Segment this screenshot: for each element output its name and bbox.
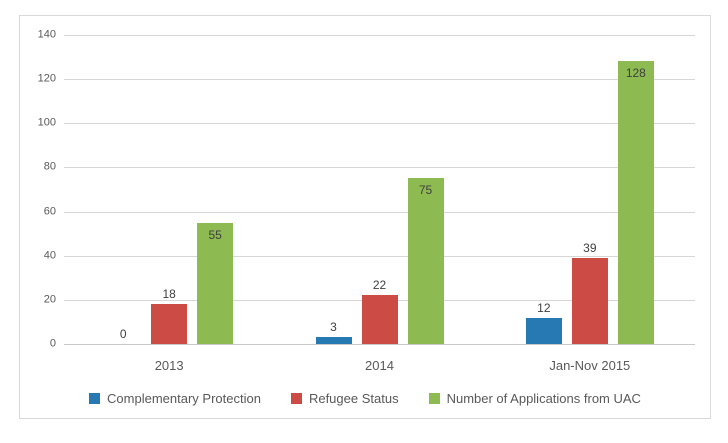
bar-label-number-of-applications-from-uac-2014: 75	[418, 183, 433, 197]
bar-label-complementary-protection-2013: 0	[119, 327, 127, 341]
y-tick-label-40: 40	[43, 249, 56, 262]
y-tick-label-120: 120	[37, 72, 56, 85]
bar-label-refugee-status-jan-nov-2015: 39	[583, 241, 597, 255]
y-tick-label-0: 0	[49, 337, 56, 350]
y-tick-label-60: 60	[43, 205, 56, 218]
bar-number-of-applications-from-uac-2014	[407, 178, 444, 344]
gridline-140	[64, 35, 695, 36]
y-tick-label-20: 20	[43, 293, 56, 306]
bar-refugee-status-2014	[361, 295, 398, 344]
y-tick-label-140: 140	[37, 28, 56, 41]
bar-complementary-protection-jan-nov-2015	[525, 318, 562, 344]
gridline-60	[64, 211, 695, 213]
legend-swatch-number-of-applications-from-uac	[428, 393, 440, 404]
legend-label-refugee-status: Refugee Status	[308, 391, 399, 406]
legend-item-complementary-protection: Complementary Protection	[89, 391, 261, 406]
bar-label-refugee-status-2014: 22	[372, 278, 387, 292]
bar-number-of-applications-from-uac-jan-nov-2015	[617, 61, 654, 344]
legend-label-complementary-protection: Complementary Protection	[107, 391, 261, 406]
gridline-40	[64, 255, 695, 257]
legend-item-refugee-status: Refugee Status	[290, 391, 399, 406]
legend-swatch-refugee-status	[290, 393, 302, 404]
category-label-2014: 2014	[365, 358, 394, 373]
x-axis-line	[64, 344, 695, 345]
category-label-2013: 2013	[154, 358, 184, 373]
bar-number-of-applications-from-uac-2013	[197, 223, 234, 344]
legend-item-number-of-applications-from-uac: Number of Applications from UAC	[428, 391, 641, 406]
legend-swatch-complementary-protection	[89, 393, 101, 404]
legend: Complementary Protection Refugee Status Nu…	[20, 391, 710, 406]
plot-area: 0 18 55 3 22 75 12 39 128	[64, 35, 695, 345]
bar-label-complementary-protection-jan-nov-2015: 12	[537, 301, 551, 315]
chart-frame: 0 20 40 60 80 100 120 140 0 18 55 3 22 75 12 39 128 201…	[19, 15, 711, 419]
bar-label-number-of-applications-from-uac-2013: 55	[208, 228, 222, 242]
gridline-120	[64, 79, 695, 81]
y-tick-label-80: 80	[43, 160, 56, 173]
bar-complementary-protection-2014	[315, 337, 352, 344]
gridline-80	[64, 167, 695, 169]
legend-label-number-of-applications-from-uac: Number of Applications from UAC	[446, 391, 641, 406]
bar-refugee-status-2013	[151, 304, 188, 344]
gridline-100	[64, 123, 695, 125]
bar-label-number-of-applications-from-uac-jan-nov-2015: 128	[625, 66, 646, 80]
bar-label-refugee-status-2013: 18	[162, 287, 176, 301]
category-label-jan-nov-2015: Jan-Nov 2015	[549, 358, 631, 373]
y-tick-label-100: 100	[37, 116, 56, 129]
bar-refugee-status-jan-nov-2015	[571, 258, 608, 344]
bar-label-complementary-protection-2014: 3	[330, 320, 337, 334]
